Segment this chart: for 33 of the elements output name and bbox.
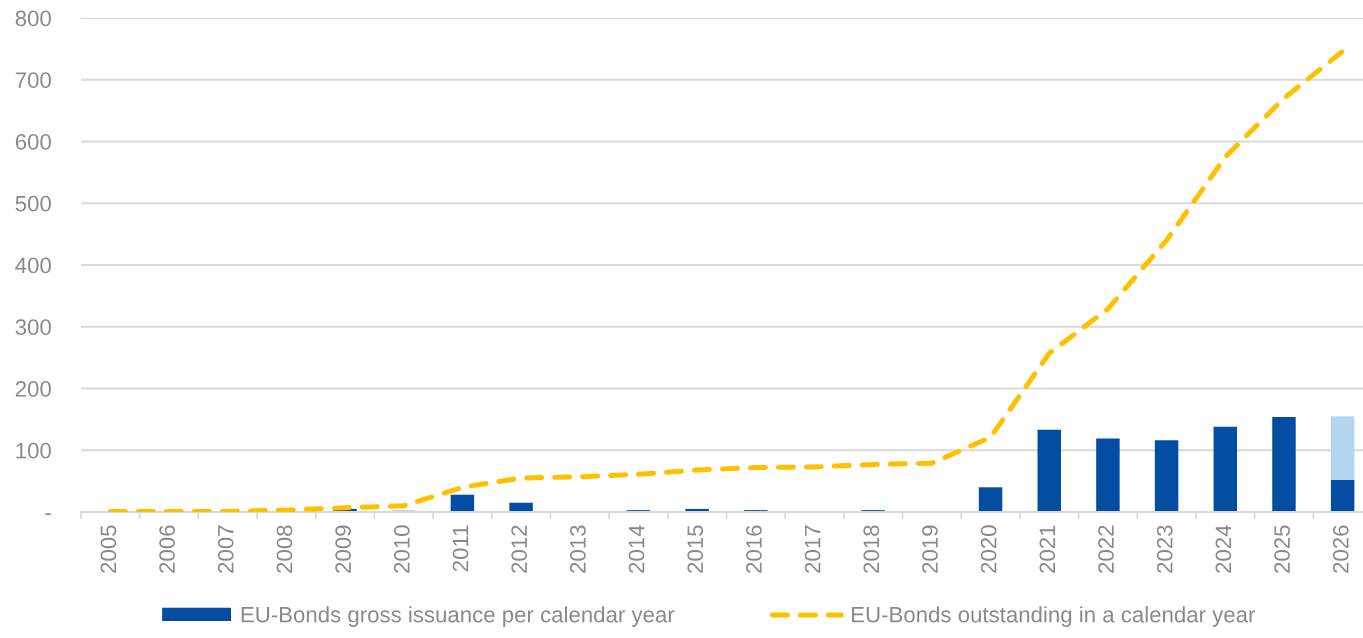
x-tick-label: 2012 (511, 525, 528, 573)
x-tick-label: 2024 (1215, 525, 1232, 573)
x-tick-label: 2021 (1039, 525, 1056, 573)
x-tick-label: 2016 (746, 525, 762, 573)
x-tick-label: 2011 (452, 525, 469, 572)
y-tick-label: 800 (15, 10, 51, 27)
y-tick-label: 700 (15, 72, 51, 89)
x-tick-label: 2009 (335, 525, 351, 573)
y-tick-label: 600 (15, 134, 51, 150)
x-tick-label: 2013 (570, 525, 586, 573)
x-tick-label: 2022 (1098, 525, 1114, 573)
x-tick-label: 2010 (393, 525, 410, 573)
legend-label: EU-Bonds outstanding in a calendar year (852, 606, 1256, 627)
x-tick-label: 2026 (1332, 525, 1349, 573)
x-tick-label: 2018 (863, 525, 880, 573)
x-tick-label: 2025 (1274, 525, 1290, 573)
y-tick-label: - (45, 513, 51, 516)
y-tick-label: 200 (15, 381, 51, 397)
x-tick-label: 2006 (159, 525, 175, 573)
y-tick-label: 500 (15, 195, 51, 212)
x-tick-label: 2019 (922, 525, 938, 573)
x-tick-label: 2020 (980, 525, 997, 573)
y-tick-label: 100 (16, 442, 51, 459)
x-tick-label: 2023 (1156, 525, 1173, 573)
x-tick-label: 2007 (217, 525, 234, 573)
x-tick-label: 2015 (687, 525, 704, 573)
x-tick-label: 2008 (276, 525, 293, 573)
legend-label: EU-Bonds gross issuance per calendar year (241, 606, 675, 627)
x-tick-label: 2005 (100, 525, 117, 573)
x-tick-label: 2017 (804, 525, 821, 573)
y-tick-label: 300 (15, 319, 51, 336)
x-tick-label: 2014 (628, 525, 645, 573)
y-tick-label: 400 (15, 257, 51, 274)
